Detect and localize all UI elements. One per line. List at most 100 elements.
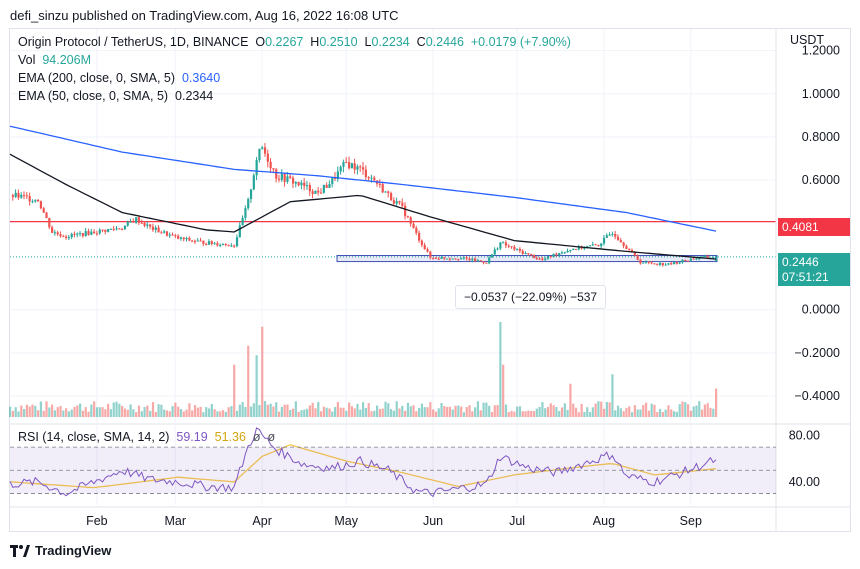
volume-bar (703, 404, 706, 417)
volume-bar (395, 401, 398, 417)
footer[interactable]: TradingView (10, 543, 111, 558)
candle-body (513, 246, 516, 250)
rsi-tick-label: 40.00 (789, 475, 820, 489)
high-label: H (310, 35, 320, 49)
rsi-extra-1: ø (252, 430, 261, 444)
volume-bar (333, 407, 337, 417)
volume-bar (465, 407, 468, 417)
candle-body (370, 177, 373, 179)
candle-body (518, 248, 522, 251)
candle-body (238, 225, 241, 238)
volume-bar (558, 411, 561, 417)
volume-bar (350, 406, 353, 417)
candle-body (415, 227, 418, 233)
volume-bar (325, 407, 328, 417)
candle-body (681, 259, 684, 263)
candle-body (594, 244, 597, 246)
rsi-line (9, 427, 717, 498)
volume-bar (715, 388, 718, 417)
candle-body (165, 231, 169, 236)
candle-body (488, 257, 491, 264)
candle-body (597, 245, 600, 247)
candle-body (364, 169, 368, 178)
candle-body (367, 177, 370, 179)
volume-bar (583, 411, 586, 417)
volume-bar (611, 374, 614, 417)
close-label: C (416, 35, 426, 49)
candle-body (429, 251, 432, 258)
volume-bar (474, 407, 477, 417)
candle-body (188, 237, 191, 241)
volume-bar (101, 407, 104, 417)
candle-body (59, 234, 62, 237)
volume-bar (614, 410, 617, 417)
candle-body (213, 243, 216, 245)
candle-body (51, 227, 54, 233)
candle-body (221, 243, 225, 245)
volume-bar (42, 410, 45, 417)
volume-bar (283, 404, 286, 417)
volume-bar (695, 405, 698, 417)
candle-body (146, 224, 149, 226)
candle-body (653, 263, 656, 265)
candle-body (177, 235, 180, 239)
volume-bar (392, 410, 396, 417)
volume-bar (538, 407, 541, 417)
candle-body (174, 235, 177, 237)
volume-bar (342, 407, 345, 417)
volume-bar (384, 401, 387, 417)
volume-bar (314, 408, 317, 417)
volume-bar (205, 407, 208, 417)
time-axis: Feb Mar Apr May Jun Jul Aug Sep (86, 514, 702, 528)
volume-bar (51, 404, 54, 417)
close-value: 0.2446 (425, 35, 464, 49)
volume-bar (471, 411, 474, 417)
candle-body (448, 258, 452, 260)
candle-body (546, 255, 550, 259)
volume-bar (426, 407, 429, 417)
volume-bar (121, 405, 124, 417)
candle-body (328, 183, 331, 188)
candle-body (574, 249, 578, 251)
candle-body (457, 259, 460, 261)
price-tick-label: 0.8000 (802, 130, 840, 144)
candle-body (300, 182, 303, 186)
volume-bar (356, 403, 359, 417)
volume-bar (81, 410, 85, 417)
volume-bar (530, 410, 533, 417)
candle-body (476, 260, 480, 262)
candle-body (401, 202, 404, 206)
price-tick-label: 1.2000 (802, 44, 840, 58)
candle-body (98, 229, 101, 234)
volume-bar (233, 364, 236, 417)
candle-body (269, 161, 272, 169)
price-axis-unit: USDT (790, 33, 824, 47)
open-label: O (255, 35, 266, 49)
volume-bar (165, 410, 169, 417)
candle-body (395, 201, 398, 204)
candle-body (560, 252, 564, 254)
volume-bar (600, 401, 603, 417)
volume-bar (70, 409, 73, 417)
last-price-tag: 0.2446 (778, 253, 850, 271)
volume-bar (261, 326, 264, 417)
volume-bar (196, 407, 199, 417)
candle-body (84, 231, 87, 236)
volume-bar (93, 401, 96, 417)
volume-bar (14, 407, 17, 417)
candle-body (207, 241, 211, 245)
candle-body (586, 246, 589, 248)
candle-body (381, 183, 384, 193)
candle-body (249, 189, 253, 200)
volume-bar (549, 403, 552, 417)
volume-bar (347, 402, 351, 417)
candle-body (577, 246, 580, 250)
volume-bar (644, 402, 648, 417)
range-box (336, 255, 718, 263)
volume-bar (532, 411, 536, 417)
candle-body (569, 250, 572, 252)
candle-body (272, 168, 275, 170)
volume-bar (672, 411, 676, 417)
candle-body (11, 195, 15, 197)
